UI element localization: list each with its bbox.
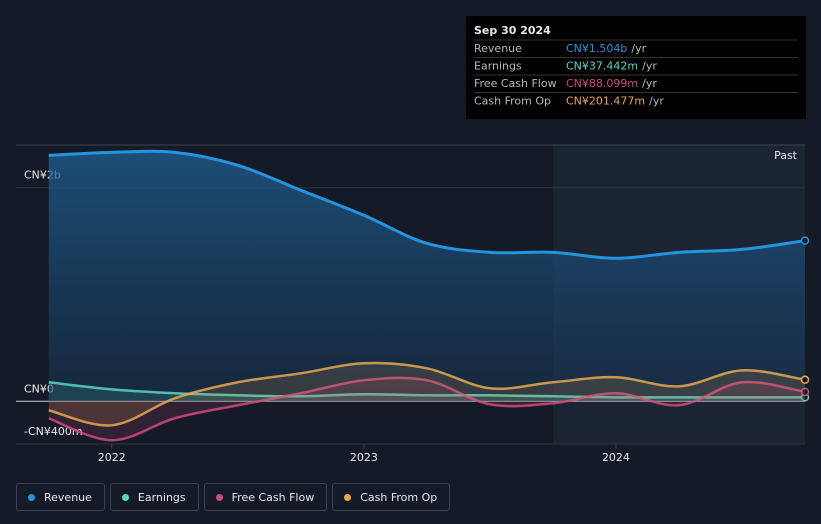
legend-label: Revenue	[44, 490, 92, 504]
tooltip: Sep 30 2024 Revenue CN¥1.504b/yr Earnings CN…	[466, 16, 806, 119]
tooltip-number: CN¥201.477m	[566, 95, 645, 108]
legend-item[interactable]: Free Cash Flow	[203, 483, 328, 511]
tooltip-unit: /yr	[649, 95, 664, 108]
region-label: Past	[774, 149, 798, 162]
end-point	[800, 387, 810, 397]
tooltip-value: CN¥1.504b/yr	[566, 42, 647, 55]
series-line	[48, 376, 806, 442]
legend-dot	[344, 493, 352, 501]
tooltip-value: CN¥88.099m/yr	[566, 77, 657, 90]
legend-dot	[121, 493, 129, 501]
tooltip-number: CN¥1.504b	[566, 42, 627, 55]
legend-dot	[28, 493, 35, 501]
legend-label: Free Cash Flow	[231, 490, 315, 504]
tooltip-name: Revenue	[474, 42, 522, 55]
legend-label: Cash From Op	[360, 490, 438, 504]
tooltip-unit: /yr	[642, 77, 657, 90]
end-point	[800, 375, 810, 385]
x-tick-label: 2023	[350, 451, 378, 464]
tooltip-unit: /yr	[642, 60, 657, 73]
tooltip-value: CN¥201.477m/yr	[566, 95, 664, 108]
x-tick-label: 2022	[98, 451, 126, 464]
end-point	[800, 236, 810, 245]
x-tick-label: 2024	[602, 451, 630, 464]
tooltip-number: CN¥88.099m	[566, 77, 638, 90]
tooltip-name: Cash From Op	[474, 95, 551, 108]
tooltip-date: Sep 30 2024	[474, 24, 551, 37]
tooltip-value: CN¥37.442m/yr	[566, 60, 657, 73]
tooltip-name: Earnings	[474, 60, 522, 73]
tooltip-box	[466, 16, 806, 119]
legend-item[interactable]: Cash From Op	[332, 483, 451, 511]
legend-item[interactable]: Earnings	[109, 483, 199, 511]
tooltip-number: CN¥37.442m	[566, 60, 638, 73]
tooltip-name: Free Cash Flow	[474, 77, 557, 90]
legend: Revenue Earnings Free Cash Flow Cash From O…	[16, 483, 451, 511]
legend-label: Earnings	[137, 490, 186, 504]
series-area	[48, 151, 806, 402]
series-line	[48, 361, 806, 427]
series-line	[48, 149, 806, 260]
series-line	[48, 381, 806, 399]
legend-dot	[215, 493, 223, 501]
y-tick-label: CN¥0	[24, 382, 54, 395]
legend-item[interactable]: Revenue	[16, 483, 105, 511]
tooltip-unit: /yr	[631, 42, 646, 55]
series-area	[48, 363, 806, 426]
